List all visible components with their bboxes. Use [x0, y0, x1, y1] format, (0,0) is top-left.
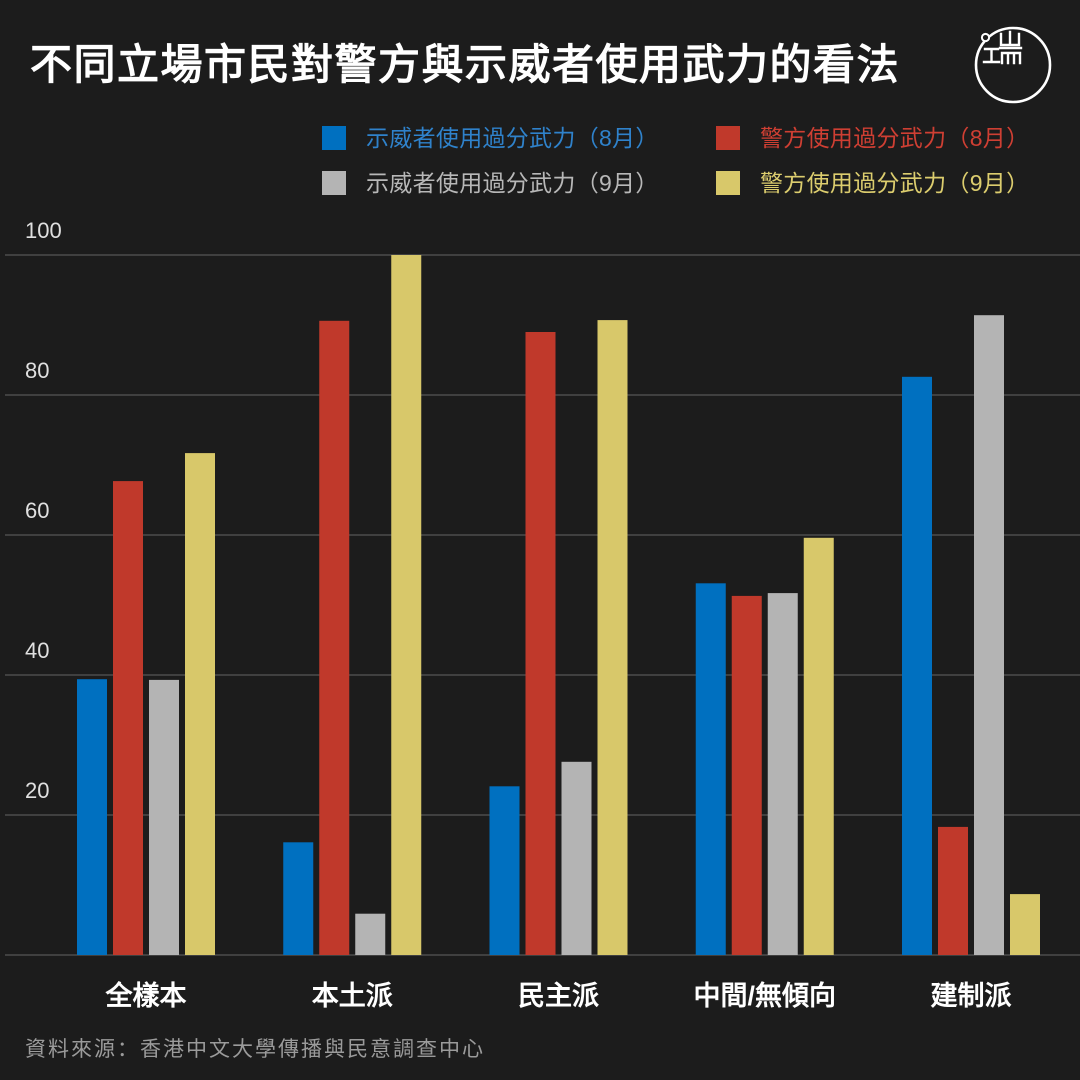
page-title: 不同立場市民對警方與示威者使用武力的看法: [30, 41, 901, 88]
y-tick-label: 20: [25, 778, 49, 803]
bar-pro-democracy-protesters-aug: [489, 786, 520, 955]
legend-label: 示威者使用過分武力（9月）: [366, 170, 659, 196]
bar-pro-democracy-police-aug: [525, 332, 556, 955]
bar-pro-establishment-protesters-sep: [974, 315, 1004, 955]
category-label-pro-democracy: 民主派: [518, 981, 599, 1011]
bar-full-sample-protesters-sep: [149, 679, 179, 955]
y-tick-label: 100: [25, 218, 62, 243]
y-tick-label: 60: [25, 498, 49, 523]
legend-item-police-sep: 警方使用過分武力（9月）: [716, 169, 1029, 197]
bar-localist-protesters-sep: [355, 913, 386, 955]
bar-chart: 20 40 60 80 100 全樣本 本土派 民主派 中間/無傾向 建制派: [5, 218, 1080, 1011]
category-label-full-sample: 全樣本: [105, 980, 187, 1011]
y-tick-labels: 20 40 60 80 100: [25, 218, 62, 803]
category-label-localist: 本土派: [312, 981, 393, 1011]
bar-full-sample-protesters-aug: [77, 679, 107, 955]
bar-pro-establishment-protesters-aug: [902, 376, 932, 955]
category-label-centrist: 中間/無傾向: [693, 980, 836, 1011]
bar-full-sample-police-sep: [185, 453, 215, 955]
bar-centrist-police-aug: [731, 595, 762, 955]
legend-label: 警方使用過分武力（8月）: [760, 125, 1030, 151]
category-labels: 全樣本 本土派 民主派 中間/無傾向 建制派: [105, 980, 1012, 1011]
bar-localist-police-sep: [391, 255, 422, 955]
bar-centrist-protesters-aug: [695, 583, 726, 955]
y-tick-label: 80: [25, 358, 49, 383]
bar-full-sample-police-aug: [113, 481, 143, 955]
legend-swatch: [322, 126, 346, 150]
legend-swatch: [716, 126, 740, 150]
legend-item-police-aug: 警方使用過分武力（8月）: [716, 124, 1029, 152]
legend-swatch: [716, 171, 740, 195]
legend-swatch: [322, 171, 346, 195]
initium-logo: [974, 26, 1052, 104]
bar-pro-establishment-police-sep: [1010, 894, 1040, 955]
legend-label: 示威者使用過分武力（8月）: [366, 125, 659, 151]
bar-pro-democracy-police-sep: [597, 320, 628, 956]
bar-pro-establishment-police-aug: [938, 826, 968, 955]
bar-centrist-protesters-sep: [767, 593, 798, 955]
legend-item-protesters-aug: 示威者使用過分武力（8月）: [322, 124, 659, 152]
bar-localist-protesters-aug: [283, 842, 314, 955]
bar-centrist-police-sep: [803, 537, 834, 955]
bar-localist-police-aug: [319, 320, 350, 955]
bars: [77, 255, 1040, 956]
source-note: 資料來源：香港中文大學傳播與民意調查中心: [25, 1038, 485, 1061]
legend-label: 警方使用過分武力（9月）: [760, 170, 1030, 196]
category-label-pro-establishment: 建制派: [931, 981, 1012, 1011]
legend-item-protesters-sep: 示威者使用過分武力（9月）: [322, 169, 659, 197]
y-tick-label: 40: [25, 638, 49, 663]
bar-pro-democracy-protesters-sep: [561, 761, 592, 955]
